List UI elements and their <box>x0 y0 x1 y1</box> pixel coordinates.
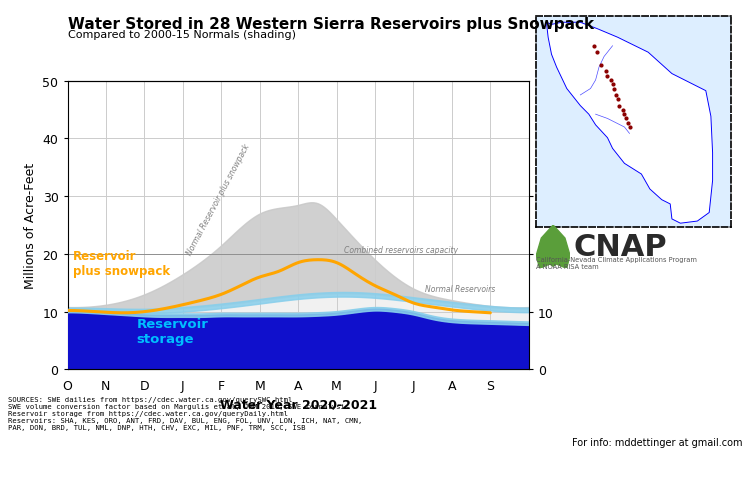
Point <box>588 43 600 50</box>
Text: Normal Reservoirs: Normal Reservoirs <box>425 285 495 294</box>
Text: A NOAA RISA team: A NOAA RISA team <box>536 263 598 269</box>
Text: California-Nevada Climate Applications Program: California-Nevada Climate Applications P… <box>536 257 698 263</box>
Text: Reservoir
plus snowpack: Reservoir plus snowpack <box>74 250 170 277</box>
Point <box>595 62 607 70</box>
X-axis label: Water Year 2020-2021: Water Year 2020-2021 <box>220 398 376 411</box>
Text: Compared to 2000-15 Normals (shading): Compared to 2000-15 Normals (shading) <box>68 30 296 40</box>
Point <box>620 115 632 123</box>
Point <box>608 85 620 93</box>
Point <box>610 92 622 99</box>
Point <box>614 103 626 110</box>
Polygon shape <box>547 23 712 224</box>
Point <box>612 96 624 104</box>
Point <box>619 111 631 119</box>
Point <box>591 49 603 57</box>
Polygon shape <box>536 226 570 269</box>
Point <box>622 120 634 127</box>
Point <box>607 81 619 89</box>
Text: SOURCES: SWE dailies from https://cdec.water.ca.gov/querySWC.html
SWE volume con: SOURCES: SWE dailies from https://cdec.w… <box>8 396 362 430</box>
Text: Combined reservoirs capacity: Combined reservoirs capacity <box>344 245 458 254</box>
Point <box>602 72 613 80</box>
Text: CNAP: CNAP <box>574 233 668 262</box>
Text: For info: mddettinger at gmail.com: For info: mddettinger at gmail.com <box>572 437 742 447</box>
Y-axis label: Millions of Acre-Feet: Millions of Acre-Feet <box>24 163 37 288</box>
Text: Reservoir
storage: Reservoir storage <box>136 317 209 345</box>
Text: Normal Reservoir plus snowpack: Normal Reservoir plus snowpack <box>184 142 251 256</box>
Point <box>616 107 628 115</box>
Point <box>623 124 635 132</box>
Point <box>600 69 612 76</box>
Text: Water Stored in 28 Western Sierra Reservoirs plus Snowpack: Water Stored in 28 Western Sierra Reserv… <box>68 17 594 32</box>
Point <box>604 77 616 84</box>
